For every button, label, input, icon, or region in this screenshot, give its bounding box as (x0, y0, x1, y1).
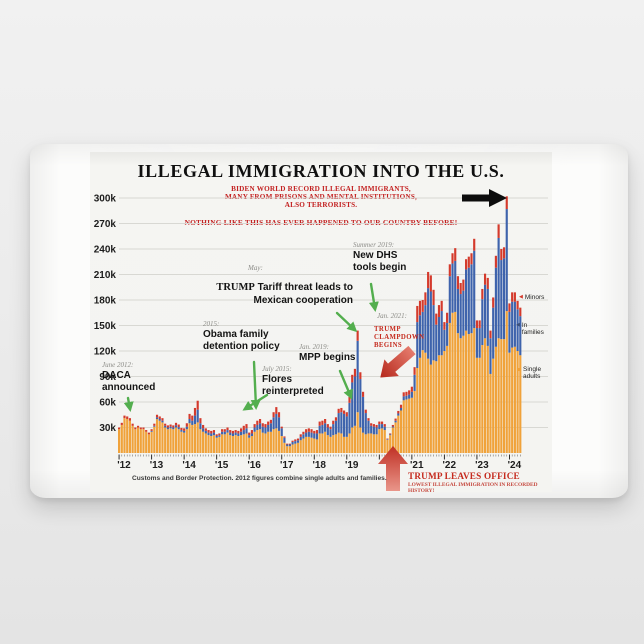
svg-text:150k: 150k (94, 321, 117, 332)
green-arrow-daca-icon (123, 396, 134, 412)
single-adults-marker-icon (518, 368, 521, 371)
legend-item-families: ◀ In families (516, 322, 544, 337)
annotation-mpp: Jan. 2019: MPP begins (299, 343, 356, 364)
legend-item-minors: ◀ Minors (519, 294, 544, 301)
annotation-obama-text: Obama family detention policy (203, 328, 280, 353)
annotation-flores-date: July 2015: (262, 365, 292, 373)
chart-title: ILLEGAL IMMIGRATION INTO THE U.S. (137, 161, 505, 181)
annotation-mpp-date: Jan. 2019: (299, 343, 329, 351)
annotation-dhs: Summer 2019: New DHS tools begin (353, 241, 406, 275)
legend-label-minors: Minors (524, 294, 545, 301)
svg-text:60k: 60k (99, 398, 116, 409)
clampdown-arrow-icon (380, 345, 416, 378)
annotation-obama-date: 2015: (203, 320, 220, 328)
annotation-flores: July 2015: Flores reinterpreted (262, 365, 324, 399)
svg-text:90k: 90k (99, 372, 116, 383)
svg-text:'22: '22 (443, 460, 457, 471)
annotation-daca: June 2012: DACA announced (102, 361, 155, 395)
stacked-bars-layer (118, 196, 522, 453)
annotation-daca-text: DACA announced (102, 369, 156, 394)
svg-text:'13: '13 (150, 460, 164, 471)
minors-marker-icon: ◀ (519, 294, 523, 300)
svg-text:'24: '24 (508, 460, 522, 471)
green-arrow-tariff-icon (335, 311, 358, 333)
trump-leaves-office-subtitle: LOWEST ILLEGAL IMMIGRATION IN RECORDED H… (408, 482, 538, 494)
printed-chart-area: ILLEGAL IMMIGRATION INTO THE U.S. BIDEN … (90, 152, 552, 494)
vinyl-banner: ILLEGAL IMMIGRATION INTO THE U.S. BIDEN … (30, 144, 628, 498)
x-axis-ticks-and-labels: '12 '13 '14 '15 '16 '17 '18 '19 '21 '22 '23 '24 (117, 454, 522, 471)
green-annotation-arrows (123, 282, 379, 412)
svg-text:'21: '21 (410, 460, 424, 471)
green-arrow-dhs-icon (368, 282, 379, 312)
annotation-tariff: TRUMP Tariff threat leads to Mexican coo… (198, 281, 353, 307)
svg-text:'18: '18 (312, 460, 326, 471)
trump-leaves-office-title: TRUMP LEAVES OFFICE (408, 471, 520, 481)
legend-item-single-adults: Single adults (518, 366, 541, 381)
green-arrow-flores-icon (242, 393, 269, 411)
svg-text:300k: 300k (94, 194, 117, 205)
annotation-flores-text: Flores reinterpreted (262, 373, 324, 398)
annotation-tariff-rest: Tariff threat leads to (254, 282, 353, 293)
annotation-mpp-text: MPP begins (299, 351, 356, 363)
annotation-clampdown: TRUMP CLAMPDOWN BEGINS (374, 326, 425, 349)
svg-text:210k: 210k (94, 270, 117, 281)
svg-text:'23: '23 (475, 460, 489, 471)
annotation-jan-2021: Jan. 2021: (377, 312, 407, 320)
svg-text:'12: '12 (117, 460, 131, 471)
source-caption: Customs and Border Protection. 2012 figu… (132, 475, 387, 482)
legend-label-families: In families (521, 322, 544, 337)
svg-text:30k: 30k (99, 423, 116, 434)
svg-text:'14: '14 (182, 460, 196, 471)
chart-canvas: 300k 270k 240k 210k 180k 150k 120k 90k 60k 30k '1… (94, 189, 548, 491)
annotation-tariff-date: May: (248, 264, 263, 272)
annotation-obama-detention: 2015: Obama family detention policy (203, 320, 280, 354)
svg-text:'16: '16 (247, 460, 261, 471)
black-record-arrow-icon (462, 189, 507, 207)
svg-text:120k: 120k (94, 347, 117, 358)
green-arrow-obama-icon (250, 360, 261, 411)
svg-text:270k: 270k (94, 219, 117, 230)
green-arrow-mpp-icon (338, 369, 353, 400)
svg-text:180k: 180k (94, 296, 117, 307)
trump-leaves-office-up-arrow-icon (378, 446, 408, 491)
annotation-tariff-brand: TRUMP (216, 282, 255, 293)
svg-text:'19: '19 (345, 460, 359, 471)
svg-text:'17: '17 (280, 460, 294, 471)
annotation-dhs-date: Summer 2019: (353, 241, 395, 249)
svg-text:240k: 240k (94, 245, 117, 256)
annotation-dhs-text: New DHS tools begin (353, 249, 407, 274)
svg-text:'15: '15 (215, 460, 229, 471)
legend-label-single-adults: Single adults (523, 366, 542, 381)
annotation-daca-date: June 2012: (102, 361, 134, 369)
warning-text: NOTHING LIKE THIS HAS EVER HAPPENED TO O… (184, 218, 458, 227)
biden-callout-text: BIDEN WORLD RECORD ILLEGAL IMMIGRANTS, M… (224, 185, 418, 210)
annotation-tariff-line2: Mexican cooperation (253, 295, 353, 306)
families-marker-icon: ◀ (516, 322, 520, 328)
